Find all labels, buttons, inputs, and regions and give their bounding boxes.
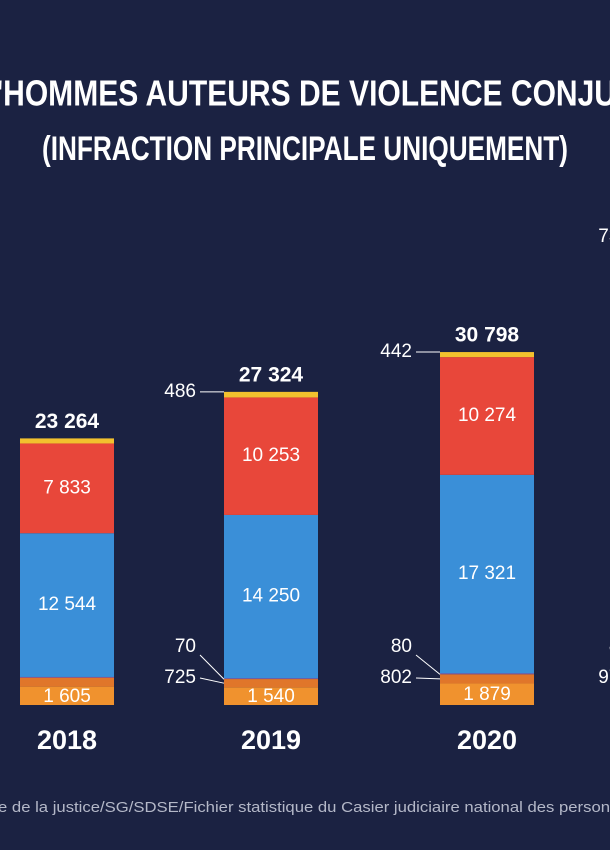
source-note: e de la justice/SG/SDSE/Fichier statisti… bbox=[0, 800, 610, 816]
leader-line bbox=[415, 677, 441, 680]
leader-line bbox=[415, 654, 441, 675]
bar-segment bbox=[440, 683, 534, 705]
side-label: 442 bbox=[380, 341, 412, 362]
total-label: 30 798 bbox=[455, 324, 520, 347]
side-label: 725 bbox=[164, 667, 196, 688]
segment-label: 12 544 bbox=[38, 594, 97, 615]
segment-label: 1 879 bbox=[463, 684, 511, 705]
segment-label: 10 253 bbox=[242, 445, 300, 466]
bar-segment bbox=[224, 687, 318, 705]
bar-segment bbox=[440, 352, 534, 358]
side-label: 802 bbox=[380, 667, 412, 688]
segment-label: 1 540 bbox=[247, 686, 295, 707]
side-label: 486 bbox=[164, 381, 196, 402]
leader-line bbox=[199, 677, 225, 684]
x-tick-label: 2020 bbox=[457, 725, 517, 755]
side-label: 80 bbox=[391, 636, 412, 657]
side-label: 732 bbox=[598, 226, 610, 247]
bar-segment bbox=[20, 686, 114, 705]
bar-segment bbox=[224, 397, 318, 515]
segment-label: 14 250 bbox=[242, 586, 300, 607]
side-label: 979 bbox=[598, 667, 610, 688]
bar-segment bbox=[20, 443, 114, 534]
total-label: 27 324 bbox=[239, 363, 304, 386]
bar-segment bbox=[20, 533, 114, 677]
bar-segment bbox=[440, 474, 534, 674]
bar-segment bbox=[440, 674, 534, 684]
bar-segment bbox=[20, 438, 114, 444]
x-tick-label: 2019 bbox=[241, 725, 301, 755]
leader-line bbox=[199, 654, 225, 680]
side-label: 70 bbox=[175, 636, 196, 657]
bar-segment bbox=[224, 514, 318, 679]
segment-label: 17 321 bbox=[458, 563, 516, 584]
bar-segment bbox=[224, 679, 318, 688]
bar-segment bbox=[224, 391, 318, 398]
segment-label: 1 605 bbox=[43, 686, 91, 707]
bar-segment bbox=[224, 678, 318, 680]
segment-label: 7 833 bbox=[43, 477, 91, 498]
x-tick-label: 2018 bbox=[37, 725, 97, 755]
side-label: 81 bbox=[609, 636, 610, 657]
chart-title: 'HOMMES AUTEURS DE VIOLENCE CONJU bbox=[0, 73, 610, 114]
bar-segment bbox=[20, 677, 114, 687]
segment-label: 10 274 bbox=[458, 405, 517, 426]
total-label: 23 264 bbox=[35, 410, 100, 433]
bar-segment bbox=[440, 357, 534, 475]
bar-segment bbox=[20, 676, 114, 678]
chart-subtitle: (INFRACTION PRINCIPALE UNIQUEMENT) bbox=[42, 130, 568, 168]
bar-segment bbox=[440, 673, 534, 675]
